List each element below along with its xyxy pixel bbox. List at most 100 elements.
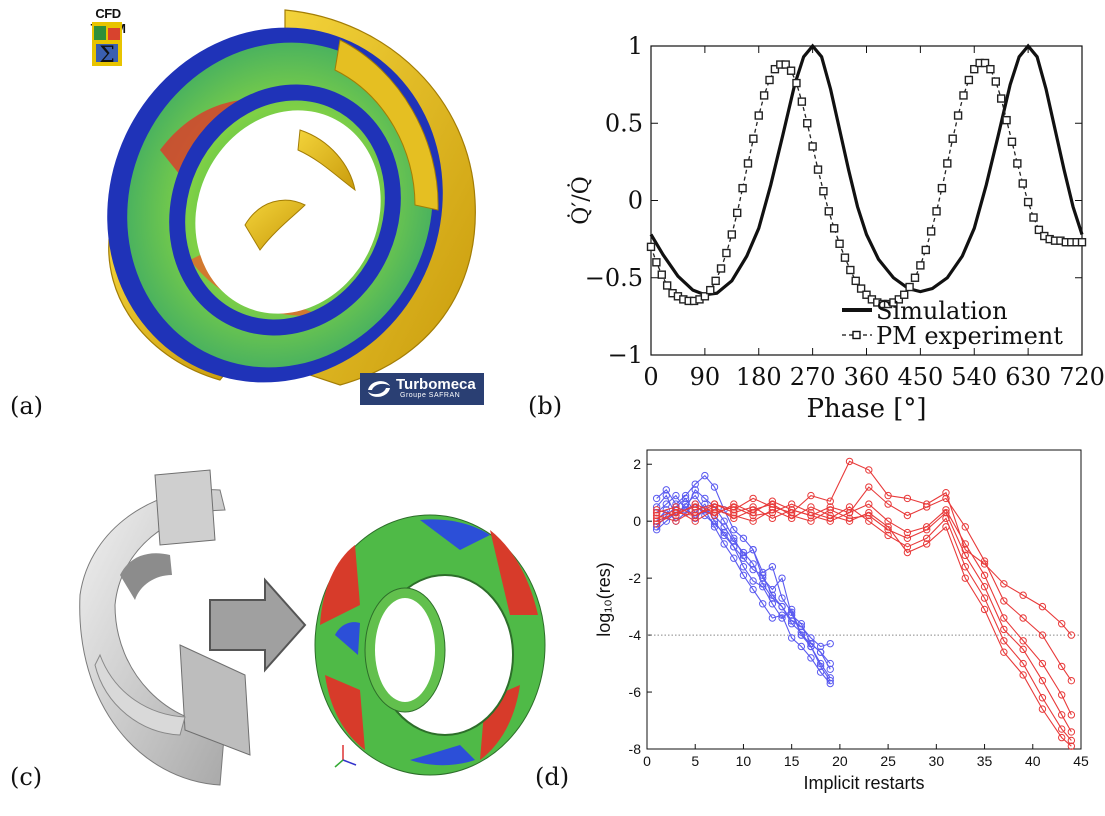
panel-label-d: (d) [535,763,570,791]
data-point-group1-run6 [730,537,738,545]
data-point-pm-experiment [792,78,801,88]
data-point-group2-run1 [1058,620,1066,628]
y-tick-label-d: 2 [633,456,641,472]
series-line-group2-run3 [656,503,1072,716]
data-point-group1-run1 [652,494,661,503]
data-point-group2-run3 [1000,614,1008,622]
x-tick-label-d: 20 [832,753,848,769]
series-line-group2-run1 [656,460,1072,636]
data-point-group1-run4 [797,642,806,651]
data-point-group1-run2 [720,517,728,525]
series-line-group1-run4 [656,494,831,684]
data-point-group2-run3 [787,506,796,514]
data-point-group1-run6 [652,526,661,534]
data-point-pm-experiment [862,290,871,299]
data-point-group1-run1 [662,486,670,494]
data-point-pm-experiment [700,292,710,301]
data-point-group2-run2 [884,500,892,508]
data-point-group1-run4 [739,571,748,579]
data-point-group1-run5 [739,554,748,562]
data-point-group2-run5 [749,511,757,520]
data-point-pm-experiment [851,276,860,286]
legend-label-pm-experiment: PM experiment [876,322,1063,350]
y-tick-label-d: -8 [629,741,642,757]
data-point-group2-run6 [865,508,873,517]
data-point-group2-run2 [1000,597,1008,605]
data-point-group2-run1 [1000,580,1008,588]
x-axis-label-d: Implicit restarts [803,773,924,793]
data-point-group1-run6 [768,594,777,602]
series-line-group1-run6 [656,506,831,679]
data-point-group2-run6 [768,506,777,514]
data-point-group2-run3 [865,500,873,508]
data-point-group2-run5 [980,594,989,602]
data-point-group2-run1 [942,489,950,497]
x-tick-label-d: 10 [736,753,752,769]
data-point-group2-run1 [865,466,873,474]
panel-label-a: (a) [10,392,44,420]
data-point-group1-run6 [749,560,757,568]
data-point-group1-run3 [826,659,834,668]
data-point-group1-run4 [778,611,786,619]
data-point-group1-run4 [816,668,825,676]
data-point-group2-run2 [942,494,950,503]
data-point-pm-experiment [754,111,763,120]
data-point-group1-run4 [759,600,767,608]
cfd-team-logo-art: Σ [92,22,122,68]
data-point-pm-experiment [759,91,769,100]
data-point-pm-experiment [953,111,963,120]
data-point-group2-run5 [903,543,912,551]
data-point-group1-run6 [816,659,825,668]
data-point-group2-run3 [1067,711,1076,719]
y-tick-label-b: −1 [608,341,643,369]
x-tick-label-d: 25 [880,753,896,769]
data-point-pm-experiment [711,276,720,286]
data-point-group1-run6 [759,580,767,588]
series-line-group2-run2 [656,486,1072,681]
data-point-group1-run2 [691,486,699,494]
panel-label-c: (c) [10,763,43,791]
data-point-group2-run2 [1067,676,1076,685]
data-point-group2-run6 [749,517,757,525]
data-point-group2-run5 [730,503,738,511]
data-point-group1-run2 [701,494,709,503]
data-point-group2-run4 [768,500,777,508]
data-point-group2-run6 [1019,671,1027,679]
data-point-group1-run4 [730,554,738,562]
data-point-group1-run3 [681,494,690,503]
data-point-pm-experiment [749,134,758,143]
data-point-group2-run1 [749,494,757,503]
badge-name: Turbomeca [396,376,476,393]
data-point-pm-experiment [733,208,742,218]
data-point-pm-experiment [1023,197,1033,207]
data-point-pm-experiment [986,64,995,74]
data-point-group2-run5 [1000,637,1008,645]
data-point-pm-experiment [738,183,747,193]
data-point-group2-run6 [710,506,719,514]
x-axis-label-b: Phase [°] [806,394,926,424]
data-point-pm-experiment [840,253,850,262]
data-point-group1-run6 [787,620,796,628]
data-point-pm-experiment [959,91,968,100]
data-point-pm-experiment [722,248,731,258]
data-point-group2-run4 [980,582,989,591]
data-point-group2-run5 [922,534,931,542]
data-point-pm-experiment [716,264,726,273]
x-tick-label-b: 720 [1059,363,1105,391]
data-point-group2-run6 [1038,705,1047,713]
y-axis-label-b: Q̇′/Q̇ [568,176,594,224]
data-point-group2-run6 [807,503,815,511]
data-point-group2-run6 [652,514,661,523]
data-point-group1-run4 [807,654,815,662]
data-point-group2-run3 [652,511,661,520]
data-point-group2-run1 [1067,631,1076,639]
turbomeca-badge: Turbomeca Groupe SAFRAN [360,373,484,405]
data-point-group1-run5 [816,642,825,651]
data-point-group1-run5 [730,543,738,551]
data-point-pm-experiment [964,75,974,85]
data-point-group1-run2 [778,574,786,582]
y-tick-label-d: 0 [633,513,641,529]
x-tick-label-b: 270 [790,363,836,391]
data-point-group2-run5 [672,511,680,520]
